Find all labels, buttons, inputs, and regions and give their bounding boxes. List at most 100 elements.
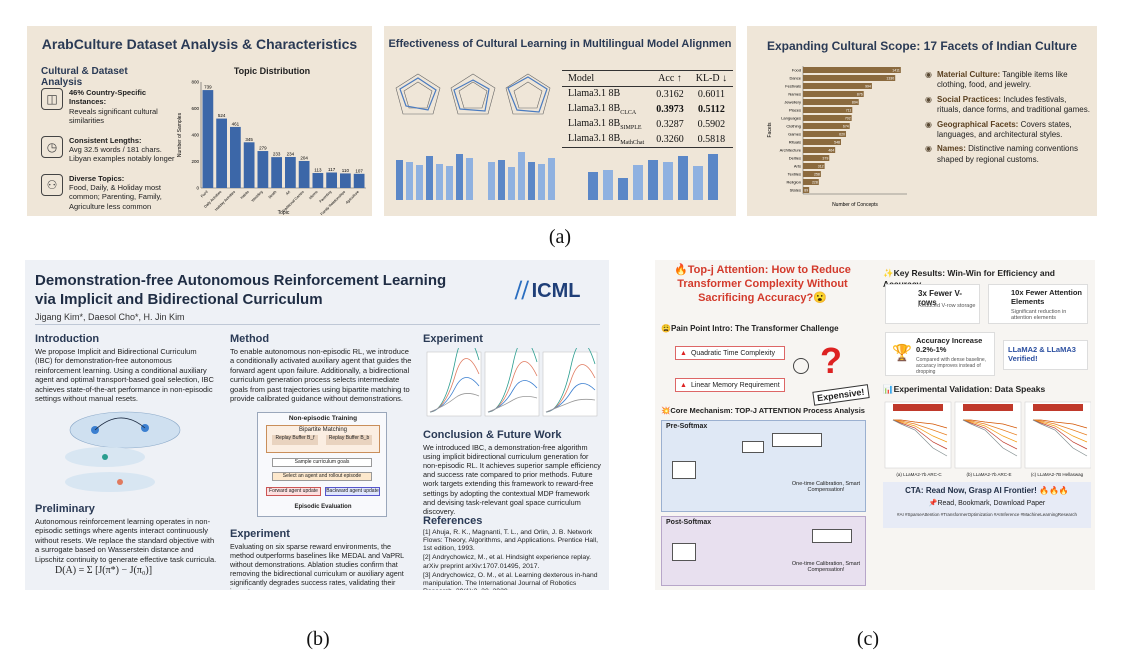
post-softmax-box: Post-Softmax One-time Calibration, Smart… xyxy=(661,516,866,586)
bullet-bold: Social Practices: xyxy=(936,94,1002,104)
bar-value-label: 739 xyxy=(204,85,212,90)
topic-distribution-chart: Number of Samples Topic 0 200 400 600 800 739 Fo… xyxy=(177,80,366,216)
bar xyxy=(803,123,850,129)
category-label: Religion xyxy=(787,180,801,185)
map-icon: ◫ xyxy=(41,88,63,110)
bar xyxy=(803,99,859,105)
bar-value-label: 524 xyxy=(218,113,226,118)
poster-authors: Jigang Kim*, Daesol Cho*, H. Jin Kim xyxy=(35,312,185,322)
diagram-eval: Episodic Evaluation xyxy=(294,504,352,510)
c-sub-caption-3: (c) LLaMA2-7B Hellaswag xyxy=(1030,472,1084,477)
experiment-curve xyxy=(893,419,948,429)
intro-text: We propose Implicit and Bidirectional Cu… xyxy=(35,347,214,403)
conclusion-heading: Conclusion & Future Work xyxy=(423,429,562,441)
bullet-icon: ◉ xyxy=(925,119,932,129)
c-sub-caption-2: (b) LLaMA2-7b ARC-E xyxy=(966,472,1012,477)
cell-acc: 0.3260 xyxy=(656,134,684,145)
category-label: Food xyxy=(792,68,801,73)
experiment-plot xyxy=(1024,401,1091,469)
pre-softmax-box: Pre-Softmax One-time Calibration, Smart … xyxy=(661,420,866,512)
bar-value-label: 620 xyxy=(839,133,845,137)
grouped-bar xyxy=(488,162,495,200)
experiment-curve xyxy=(892,419,948,443)
bar-value-label: 312 xyxy=(818,165,824,169)
warning-icon: ▲ xyxy=(680,381,687,389)
sample-goals: Sample curriculum goals xyxy=(272,458,372,467)
grouped-bar xyxy=(396,160,403,200)
cell-acc: 0.3973 xyxy=(656,104,684,115)
bar-value-label: 379 xyxy=(822,157,828,161)
panel-a3-title: Expanding Cultural Scope: 17 Facets of I… xyxy=(766,39,1078,53)
backward-update: Backward agent update xyxy=(325,487,380,496)
bar xyxy=(243,142,255,188)
experiment-curve xyxy=(1032,419,1088,457)
cell-model: Llama3.1 8B xyxy=(568,88,621,99)
col-acc: Acc ↑ xyxy=(658,73,682,84)
table-row: Llama3.1 8BMathChat 0.3260 0.5818 xyxy=(562,132,734,148)
item-bold: Diverse Topics: xyxy=(69,173,125,183)
bar-value-label: 711 xyxy=(846,109,852,113)
bar-value-label: 234 xyxy=(287,151,295,156)
cta-tags: #AI #SparseAttention #TransformerOptimiz… xyxy=(897,512,1077,517)
icml-logo-text: ICML xyxy=(531,280,581,302)
bullet-bold: Geographical Facets: xyxy=(936,119,1019,129)
grouped-bar xyxy=(456,154,463,200)
bar-value-label: 461 xyxy=(232,121,240,126)
experiment-curve xyxy=(892,419,948,450)
cell-acc: 0.3162 xyxy=(656,89,684,100)
col-model: Model xyxy=(568,73,595,84)
r2-small: Significant reduction in attention eleme… xyxy=(1011,309,1067,321)
bar xyxy=(312,173,324,188)
experiment-curve xyxy=(487,396,538,413)
experiment-curve xyxy=(892,419,948,436)
experiment-heading: Experiment xyxy=(423,333,483,345)
plot-header xyxy=(963,404,1013,411)
bullet-text: Includes festivals, rituals, dance forms… xyxy=(936,94,1090,115)
facet-bullet: ◉ Material Culture: Tangible items like c… xyxy=(925,70,1090,91)
reference-item: [2] Andrychowicz, M., et al. Hindsight e… xyxy=(423,554,591,570)
bullet-icon: ◉ xyxy=(925,70,932,79)
bar-value-label: 702 xyxy=(845,117,851,121)
cta-box: CTA: Read Now, Grasp AI Frontier! 🔥🔥🔥 📌R… xyxy=(883,482,1091,528)
experiment-curve xyxy=(1033,419,1088,429)
method-text: To enable autonomous non-episodic RL, we… xyxy=(230,347,412,403)
grouped-bar xyxy=(508,167,515,200)
bar xyxy=(803,187,810,193)
facet-bullet: ◉ Social Practices: Includes festivals, r… xyxy=(925,95,1090,116)
facets-chart: 1411 Food 1330 Dance 994 Festivals 876 Names 804… xyxy=(767,66,907,208)
bar xyxy=(803,139,841,145)
cell-kl: 0.5902 xyxy=(697,119,726,130)
c-title: 🔥Top-j Attention: How to Reduce Transfor… xyxy=(674,264,851,304)
bar xyxy=(257,151,269,188)
category-label: Festivals xyxy=(785,84,801,89)
grouped-bar xyxy=(618,178,628,200)
facets-bullets: ◉ Material Culture: Tangible items like c… xyxy=(925,70,1090,169)
warning-icon: ▲ xyxy=(680,349,687,357)
r3-big: Accuracy Increase 0.2%-1% xyxy=(916,336,983,354)
method-diagram: Non-episodic Training Bipartite Matching… xyxy=(257,412,387,517)
grouped-bar xyxy=(648,160,658,200)
x-axis-label: Topic xyxy=(278,210,290,216)
bar-value-label: 204 xyxy=(300,155,308,160)
table-row: Llama3.1 8B 0.3162 0.6011 xyxy=(562,87,733,103)
bullet-text: Tangible items like clothing, food, and … xyxy=(936,70,1068,90)
r2-big: 10x Fewer Attention Elements xyxy=(1011,288,1082,306)
question-icon: ? xyxy=(820,340,842,381)
category-label: Architecture xyxy=(780,148,802,153)
category-label: Rituals xyxy=(789,140,801,145)
grouped-bar xyxy=(538,164,545,200)
experiment2-heading: Experiment xyxy=(230,528,290,540)
bar xyxy=(353,173,365,188)
bar-value-label: 117 xyxy=(328,167,336,172)
grouped-bar xyxy=(588,172,598,200)
experiment-curve xyxy=(545,398,596,413)
icml-logo: ⧸⧸ ICML xyxy=(515,280,581,303)
bar xyxy=(216,118,227,188)
bar-value-label: 89 xyxy=(804,189,808,193)
pre-calib: One-time Calibration, Smart Compensation… xyxy=(791,481,861,493)
bullet-icon: ◉ xyxy=(925,94,932,104)
bar-value-label: 107 xyxy=(355,168,363,173)
item-bold: Consistent Lengths: xyxy=(69,135,142,145)
bar-value-label: 876 xyxy=(857,93,863,97)
bullet-bold: Names: xyxy=(936,144,966,154)
